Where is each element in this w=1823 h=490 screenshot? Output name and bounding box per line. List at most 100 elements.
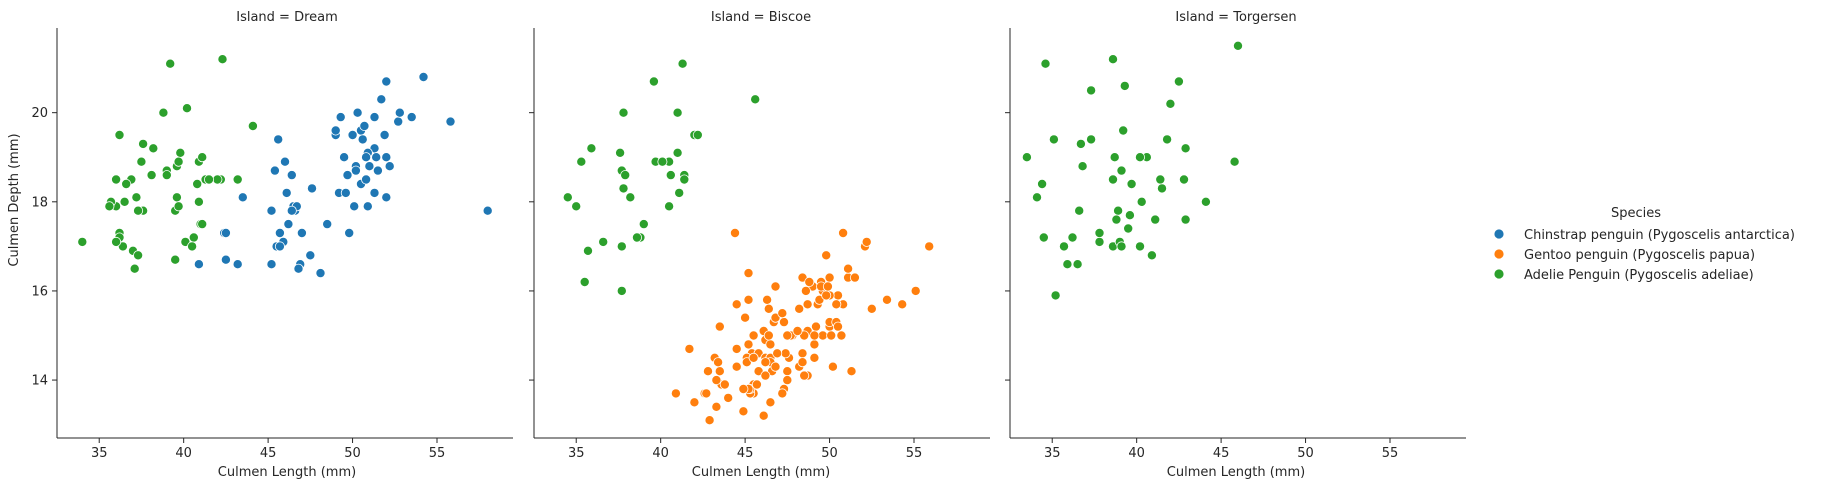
point-adelie [77,236,88,247]
point-gentoo [777,308,788,319]
point-gentoo [811,321,822,332]
point-adelie [692,129,703,140]
x-tick-label: 50 [821,446,838,461]
legend-title: Species [1611,206,1661,221]
point-chinstrap [350,165,361,176]
point-adelie [1180,214,1191,225]
point-gentoo [762,294,773,305]
point-adelie [620,170,631,181]
point-chinstrap [349,201,360,212]
point-adelie [1048,134,1059,145]
point-adelie [1094,236,1105,247]
point-gentoo [743,339,754,350]
x-tick-label: 35 [91,446,108,461]
point-adelie [679,174,690,185]
point-adelie [579,276,590,287]
point-adelie [598,236,609,247]
point-adelie [1109,152,1120,163]
point-gentoo [719,379,730,390]
point-adelie [1067,232,1078,243]
point-chinstrap [273,134,284,145]
point-gentoo [826,330,837,341]
point-adelie [750,94,761,105]
point-adelie [1094,227,1105,238]
legend-label-gentoo: Gentoo penguin (Pygoscelis papua) [1524,248,1755,263]
point-adelie [1075,138,1086,149]
point-chinstrap [281,187,292,198]
point-adelie [187,241,198,252]
point-chinstrap [364,161,375,172]
point-adelie [618,107,629,118]
point-adelie [1135,152,1146,163]
point-adelie [197,219,208,230]
point-adelie [1111,214,1122,225]
point-gentoo [833,321,844,332]
y-tick-label: 16 [31,284,48,299]
panel-ticks: 35 40 45 50 55 [529,112,923,461]
legend-marker-chinstrap [1493,228,1505,240]
y-tick-label: 18 [31,195,48,210]
point-chinstrap [406,112,417,123]
x-tick-label: 55 [906,446,923,461]
point-adelie [665,170,676,181]
x-tick-label: 35 [1044,446,1061,461]
point-gentoo [924,241,935,252]
point-gentoo [910,285,921,296]
x-tick-label: 45 [737,446,754,461]
point-adelie [1038,232,1049,243]
point-adelie [1233,40,1244,51]
point-adelie [562,192,573,203]
point-adelie [131,192,142,203]
point-chinstrap [279,156,290,167]
x-tick-label: 45 [260,446,277,461]
point-gentoo [714,321,725,332]
point-chinstrap [361,174,372,185]
point-adelie [1179,174,1190,185]
point-gentoo [897,299,908,310]
point-gentoo [689,397,700,408]
point-adelie [119,196,130,207]
point-chinstrap [335,112,346,123]
point-gentoo [765,339,776,350]
point-gentoo [738,406,749,417]
point-chinstrap [283,219,294,230]
point-gentoo [809,352,820,363]
point-adelie [586,143,597,154]
point-adelie [1118,125,1129,136]
point-adelie [1108,54,1119,65]
point-gentoo [838,227,849,238]
point-adelie [638,219,649,230]
point-gentoo [794,303,805,314]
point-adelie [1116,241,1127,252]
point-gentoo [782,375,793,386]
point-gentoo [792,325,803,336]
point-adelie [136,156,147,167]
panel-ticks: 35 40 45 50 55 14 16 18 20 [31,106,445,461]
point-chinstrap [376,94,387,105]
point-adelie [1050,290,1061,301]
point-chinstrap [269,165,280,176]
point-adelie [672,147,683,158]
point-adelie [1072,259,1083,270]
point-adelie [1086,134,1097,145]
point-chinstrap [361,152,372,163]
point-gentoo [751,379,762,390]
point-adelie [583,245,594,256]
panel-biscoe: Island = Biscoe Culmen Length (mm) 35 40 4… [529,10,990,480]
point-chinstrap [445,116,456,127]
point-adelie [1124,210,1135,221]
point-adelie [677,58,688,69]
point-chinstrap [266,259,277,270]
x-tick-label: 40 [1128,446,1145,461]
point-adelie [212,174,223,185]
point-adelie [188,232,199,243]
point-chinstrap [193,259,204,270]
panel-dream: Island = Dream Culmen Length (mm) 35 40 45… [31,10,513,480]
point-adelie [1086,85,1097,96]
point-chinstrap [286,205,297,216]
point-chinstrap [342,170,353,181]
point-chinstrap [393,116,404,127]
point-adelie [121,178,132,189]
point-adelie [674,187,685,198]
